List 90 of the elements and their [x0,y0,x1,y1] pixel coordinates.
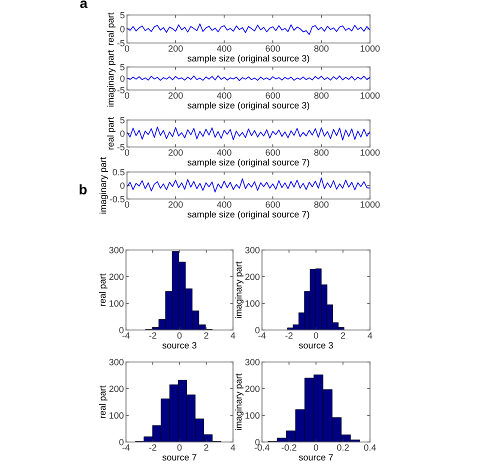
x-tick-label: 800 [314,92,329,99]
x-tick-label: -4 [258,332,266,339]
x-tick-label: 0 [124,201,130,208]
y-axis-title: imaginary part [235,261,244,318]
x-tick-label: 0 [177,444,182,451]
x-tick-label: 800 [314,149,329,156]
y-tick-label: 100 [246,412,260,419]
x-axis-title: sample size (original source 3) [188,102,310,110]
y-tick-label: 5 [120,12,125,18]
y-tick-label: 0 [120,182,125,189]
y-tick-label: -0.5 [110,196,125,202]
y-axis-title: imaginary part [107,50,116,106]
x-tick-label: 400 [216,92,232,99]
x-tick-label: -0.2 [282,444,296,451]
text: b [80,184,87,194]
x-tick-label: 4 [230,444,236,451]
x-tick-label: -4 [122,332,130,339]
y-tick-label: 300 [245,358,260,366]
x-tick-label: 0 [124,45,130,52]
x-tick-label: 0 [177,332,182,339]
y-tick-label: 0 [120,75,125,82]
x-tick-label: 0.2 [337,444,349,451]
y-tick-label: 0.5 [112,168,125,176]
x-tick-label: -4 [122,444,130,451]
x-tick-label: 600 [266,45,280,52]
x-tick-label: 800 [314,201,329,208]
x-tick-label: 0 [314,332,318,339]
x-tick-label: 200 [168,45,183,52]
x-axis-title: source 3 [298,342,333,349]
x-axis-title: source 7 [298,454,333,461]
x-axis-title: sample size (original source 7) [188,210,310,220]
y-tick-label: 200 [109,274,124,280]
x-tick-label: 0 [124,92,130,99]
x-tick-label: -2 [149,332,156,339]
x-tick-label: 2 [204,332,208,339]
y-tick-label: 200 [245,274,260,280]
y-tick-label: 100 [110,300,124,307]
y-axis-title: real part [107,12,116,45]
y-tick-label: -5 [117,87,125,94]
y-tick-label: 0 [255,438,260,446]
x-tick-label: 1000 [360,149,380,156]
x-tick-label: -2 [285,332,293,339]
x-axis-title: source 7 [162,454,196,461]
x-tick-label: 200 [168,201,183,208]
y-tick-label: 0 [119,326,124,334]
y-axis-title: real part [107,117,116,150]
x-tick-label: 0 [124,149,130,156]
y-tick-label: 300 [245,246,260,254]
x-tick-label: 800 [314,45,329,52]
x-tick-label: 0.4 [364,444,376,451]
x-tick-label: 200 [168,92,183,99]
x-tick-label: 200 [168,149,183,156]
x-axis-title: sample size (original source 3) [188,54,310,64]
x-axis-title: sample size (original source 7) [188,158,310,168]
y-axis-title: imaginary part [100,156,108,214]
x-tick-label: 2 [204,444,208,451]
x-tick-label: 400 [216,201,232,208]
x-tick-label: 1000 [360,92,380,99]
x-tick-label: 1000 [360,201,380,208]
y-tick-label: 0 [255,326,260,334]
y-tick-label: 200 [109,386,124,392]
y-tick-label: 100 [110,412,124,419]
x-tick-label: 0 [314,444,318,451]
y-tick-label: -5 [117,144,125,150]
x-tick-label: 600 [266,149,280,156]
x-axis-title: source 3 [162,342,196,349]
y-axis-title: real part [99,274,108,306]
x-tick-label: 400 [216,45,232,52]
x-tick-label: 400 [216,149,232,156]
x-tick-label: -0.4 [254,444,270,451]
y-tick-label: 0 [119,438,124,446]
y-tick-label: 5 [120,64,125,70]
y-axis-title: real part [99,386,108,418]
x-tick-label: 4 [368,332,372,339]
y-tick-label: 100 [246,300,260,307]
y-tick-label: 300 [109,246,124,254]
x-tick-label: 600 [266,92,280,99]
y-tick-label: -5 [117,40,125,46]
x-tick-label: 600 [266,201,280,208]
y-tick-label: 300 [109,358,124,366]
y-tick-label: 5 [120,117,125,124]
y-tick-label: 200 [245,386,260,392]
x-tick-label: -2 [149,444,156,451]
x-tick-label: 4 [230,332,236,339]
x-tick-label: 2 [340,332,346,339]
y-axis-title: imaginary part [235,373,244,430]
text: a [80,0,88,8]
y-tick-label: 0 [120,26,125,32]
x-tick-label: 1000 [360,45,380,52]
y-tick-label: 0 [120,130,125,137]
